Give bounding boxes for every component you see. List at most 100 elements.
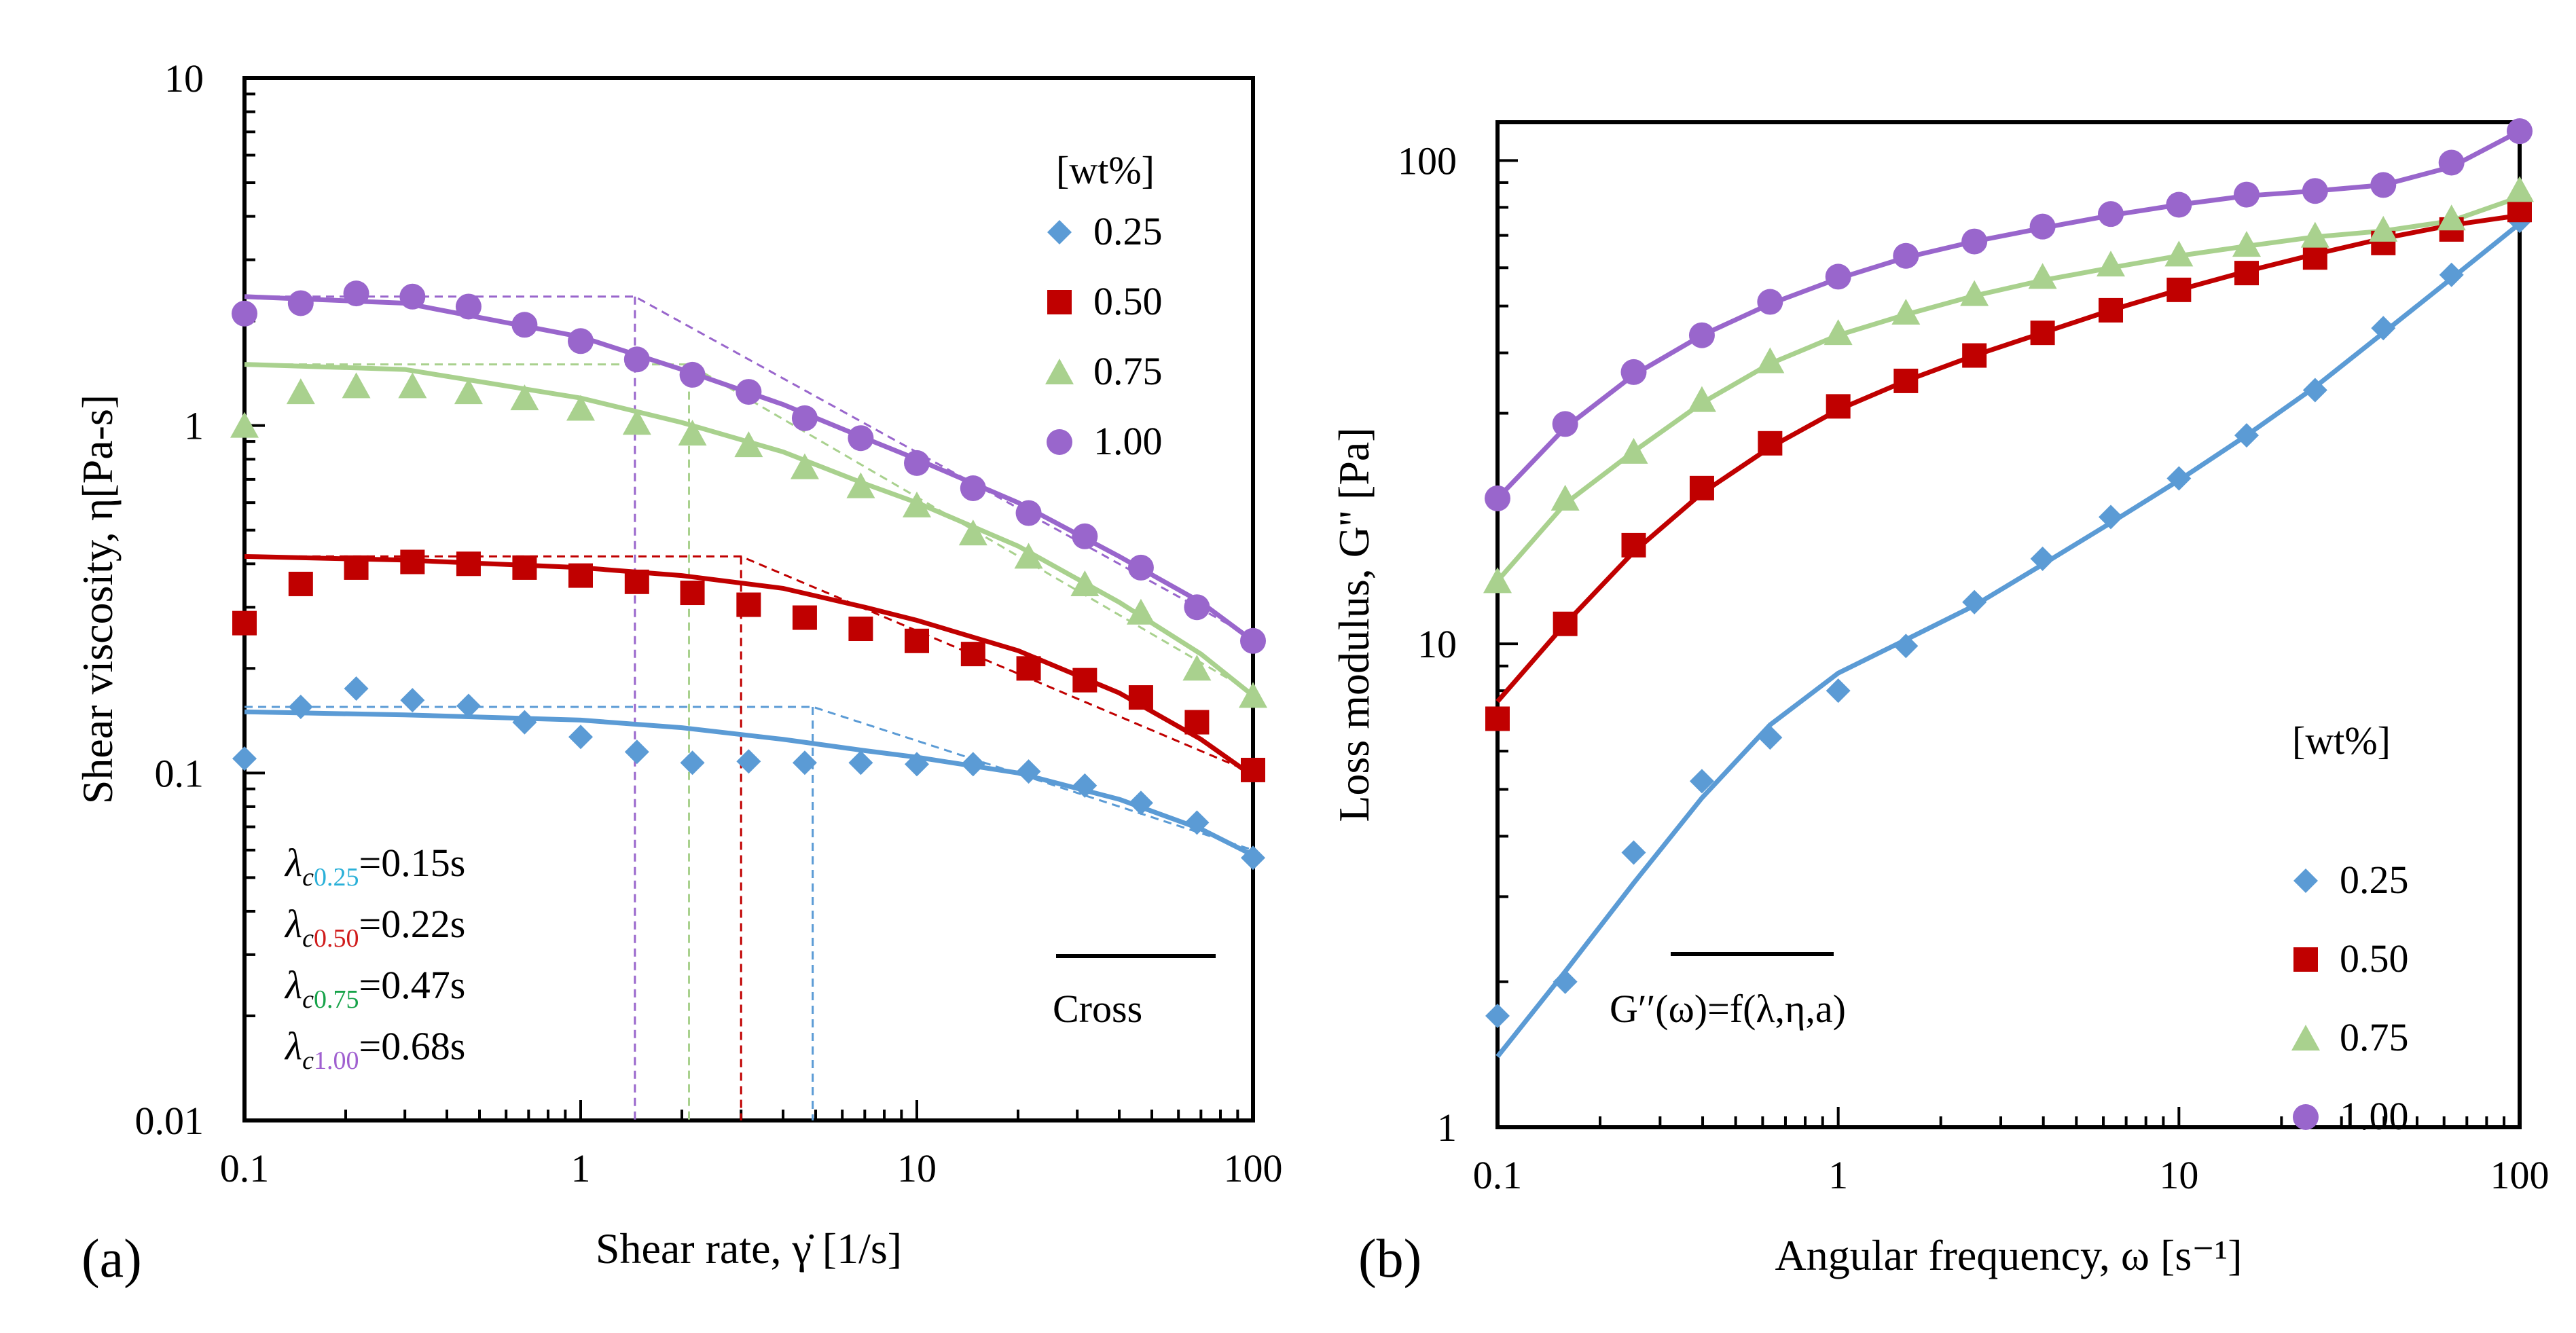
a-point-1.00 [399,283,426,310]
b-point-0.75 [2505,176,2534,202]
a-point-0.50 [1184,710,1210,735]
a-point-0.75 [342,372,371,399]
a-point-0.25 [232,746,257,771]
a-point-0.25 [1072,773,1097,798]
a-legend-marker-0.25 [1047,220,1072,244]
b-point-1.00 [2370,172,2397,198]
b-point-1.00 [1485,485,1510,511]
a-point-0.50 [905,628,929,653]
a-lambda-annotation: λc0.75=0.47s [284,963,465,1014]
b-y-tick-label: 100 [1398,139,1457,183]
a-point-0.50 [232,610,257,636]
a-y-tick-label: 0.01 [135,1099,204,1143]
a-legend-label-1.00: 1.00 [1093,419,1163,463]
a-point-0.25 [1016,759,1041,784]
b-point-0.25 [1689,769,1714,794]
a-point-0.50 [1128,685,1153,710]
b-point-1.00 [2233,181,2260,208]
a-point-0.75 [1182,655,1212,681]
a-point-0.25 [288,694,313,719]
b-legend-marker-0.50 [2293,947,2318,972]
b-point-0.25 [1553,969,1578,994]
a-point-0.75 [1070,570,1100,596]
b-fit-line-0.50 [1495,213,2520,704]
a-cross-guide-1.00 [244,295,1254,639]
b-point-0.75 [1824,319,1853,346]
a-fit-line-0.75 [244,362,1255,698]
a-y-tick-label: 1 [184,404,204,448]
b-point-1.00 [1688,322,1715,348]
a-x-tick-label: 10 [897,1146,937,1190]
a-point-1.00 [623,346,650,373]
b-legend-label-0.50: 0.50 [2340,936,2409,981]
a-point-0.25 [1128,790,1153,816]
a-point-0.25 [512,710,537,735]
a-point-0.75 [510,384,539,411]
b-point-0.25 [1758,725,1783,750]
b-y-tick-label: 10 [1417,622,1457,666]
a-point-1.00 [455,293,482,320]
b-point-1.00 [1961,228,1988,255]
a-cross-guide-0.75 [244,363,1254,694]
a-point-0.75 [734,431,763,458]
a-x-tick-label: 1 [571,1146,591,1190]
a-point-0.75 [1014,543,1043,569]
a-fit-line-1.00 [244,294,1255,643]
a-point-0.25 [960,752,985,777]
b-point-0.25 [2234,423,2259,448]
a-point-0.75 [1239,682,1267,708]
b-legend-marker-0.25 [2293,869,2318,893]
a-model-label: Cross [1053,987,1142,1031]
b-point-0.50 [1758,431,1783,456]
a-point-0.25 [736,749,761,774]
b-fit-line-0.75 [1495,194,2521,583]
a-point-0.50 [792,605,817,630]
a-point-0.50 [400,549,425,574]
a-point-0.25 [1241,845,1265,871]
a-cross-guide-0.25 [244,706,1254,852]
b-x-tick-label: 10 [2159,1153,2198,1197]
a-lambda-annotation: λc0.25=0.15s [284,841,465,892]
a-point-1.00 [736,379,762,405]
a-point-0.50 [512,555,537,580]
a-legend-marker-0.75 [1045,359,1074,384]
b-point-0.25 [2099,505,2124,530]
b-point-1.00 [1552,411,1578,437]
b-point-1.00 [2098,201,2124,227]
a-y-tick-label: 0.1 [155,751,204,795]
b-point-0.50 [1689,475,1714,500]
a-point-0.50 [288,571,313,596]
b-point-1.00 [1757,289,1783,315]
a-point-0.50 [960,642,985,667]
b-point-0.50 [1962,343,1987,368]
a-point-0.75 [286,378,315,405]
b-point-0.75 [1550,484,1580,511]
a-point-0.25 [624,739,649,765]
b-point-0.75 [2369,215,2398,242]
b-point-1.00 [2029,213,2056,240]
b-point-0.25 [1893,634,1919,659]
b-point-0.25 [1826,678,1851,704]
a-plot-frame [242,76,1255,1122]
a-point-0.50 [568,563,593,588]
a-cross-guide-0.50 [244,555,1254,774]
b-point-1.00 [1620,359,1647,385]
b-point-0.50 [2302,245,2327,270]
a-point-0.75 [454,378,483,405]
b-point-0.25 [2166,466,2192,491]
b-legend-marker-0.75 [2291,1025,2320,1051]
b-point-0.25 [2371,316,2396,341]
b-legend-label-0.75: 0.75 [2340,1015,2409,1059]
b-legend-title: [wt%] [2292,718,2391,763]
a-point-0.75 [398,372,427,399]
a-point-1.00 [1127,554,1154,581]
a-point-1.00 [287,290,314,316]
a-point-0.75 [790,453,819,479]
a-point-0.25 [400,688,425,713]
b-point-0.50 [1826,394,1851,419]
b-point-0.75 [2164,240,2194,267]
a-lambda-annotation: λc0.50=0.22s [284,902,465,953]
a-legend-title: [wt%] [1056,148,1155,192]
a-point-1.00 [568,328,594,354]
a-legend-label-0.75: 0.75 [1093,349,1163,393]
